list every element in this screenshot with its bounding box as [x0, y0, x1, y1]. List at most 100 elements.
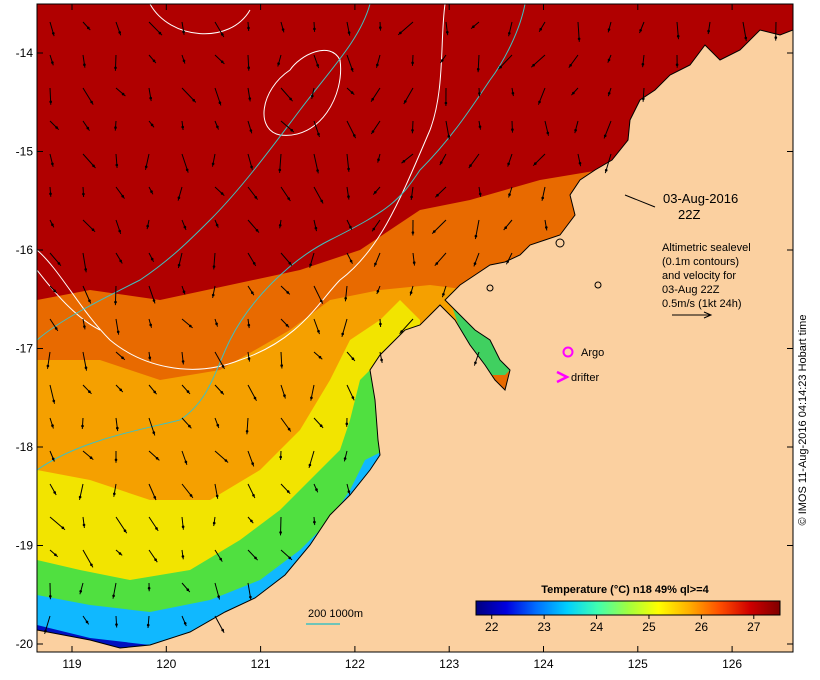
velocity-arrow-head [504, 226, 508, 229]
velocity-arrow-head [341, 332, 345, 336]
velocity-arrow-head [152, 59, 156, 63]
velocity-arrow-head [88, 299, 91, 303]
velocity-arrow-head [44, 629, 47, 633]
velocity-arrow [409, 285, 414, 296]
velocity-arrow [379, 21, 381, 31]
velocity-arrow-head [474, 361, 477, 365]
velocity-arrow-head [569, 64, 572, 67]
velocity-arrow-head [577, 37, 581, 41]
velocity-arrow-head [182, 30, 185, 34]
velocity-arrow-head [177, 196, 181, 199]
velocity-arrow-head [247, 323, 251, 327]
velocity-arrow-head [311, 94, 314, 98]
velocity-arrow-head [287, 197, 291, 200]
latitude-axis: -14 -15 -16 -17 -18 -19 -20 [16, 46, 793, 651]
velocity-arrow-head [313, 27, 316, 31]
velocity-arrow-head [286, 490, 290, 493]
velocity-arrow-head [84, 366, 88, 370]
velocity-arrow-head [499, 65, 502, 69]
velocity-arrow-head [248, 97, 252, 100]
velocity-arrow-head [212, 521, 216, 525]
velocity-arrow-head [250, 519, 253, 523]
velocity-arrow-head [376, 63, 379, 67]
velocity-arrow-head [215, 223, 219, 227]
velocity-arrow-head [247, 66, 250, 69]
velocity-arrow-head [182, 59, 186, 63]
argo-marker [562, 346, 574, 358]
velocity-arrow [82, 186, 85, 198]
velocity-arrow-head [218, 101, 222, 104]
velocity-arrow-head [153, 390, 156, 394]
velocity-arrow-head [90, 563, 93, 567]
lon-tick-label: 125 [628, 657, 648, 671]
velocity-arrow-head [221, 365, 225, 368]
velocity-arrow-head [121, 194, 124, 198]
velocity-arrow-head [254, 556, 257, 560]
velocity-arrow-head [541, 196, 544, 200]
velocity-arrow-head [538, 100, 541, 104]
velocity-arrow-head [147, 586, 151, 590]
velocity-arrow-head [289, 97, 292, 101]
velocity-arrow [82, 615, 90, 625]
velocity-arrow-head [247, 26, 250, 30]
velocity-arrow-head [177, 263, 181, 267]
velocity-arrow-head [278, 224, 282, 227]
velocity-arrow [146, 219, 150, 230]
velocity-arrow-head [310, 396, 313, 400]
velocity-arrow-head [400, 330, 403, 333]
velocity-arrow-head [146, 623, 150, 627]
velocity-arrow-head [399, 31, 402, 35]
velocity-arrow-head [61, 526, 65, 530]
velocity-arrow [412, 54, 414, 66]
credit-text: © IMOS 11-Aug-2016 04:14:23 Hobart time [797, 314, 809, 526]
altimetry-note-line: 03-Aug 22Z [662, 284, 720, 296]
velocity-arrow-head [707, 29, 710, 33]
island [486, 284, 494, 292]
velocity-arrow-head [604, 168, 608, 172]
land-mass [37, 4, 793, 652]
velocity-arrow-head [379, 322, 382, 326]
velocity-arrow-head [183, 225, 187, 229]
velocity-arrow-head [91, 228, 95, 231]
velocity-arrow-head [374, 191, 377, 194]
bathymetry-contour-200m [37, 4, 526, 471]
velocity-arrow-head [315, 488, 318, 491]
velocity-arrow-head [183, 622, 187, 625]
time-label: 22Z [678, 207, 700, 222]
velocity-arrow-head [279, 531, 282, 534]
argo-label: Argo [581, 347, 604, 359]
date-label: 03-Aug-2016 [663, 191, 738, 206]
lon-tick-label: 122 [345, 657, 365, 671]
velocity-arrow-head [412, 261, 416, 264]
velocity-arrow-head [472, 25, 475, 29]
velocity-arrow-head [478, 192, 482, 196]
velocity-arrow-head [121, 92, 125, 96]
velocity-arrow-head [371, 97, 375, 101]
sealevel-contour [37, 269, 101, 331]
colorbar: Temperature (°C) n18 49% ql>=4 22 23 24 25 2… [475, 584, 781, 634]
velocity-arrow-head [532, 63, 535, 67]
velocity-arrow-head [86, 126, 90, 130]
longitude-axis: 119 120 121 122 123 124 125 126 [62, 4, 742, 671]
velocity-arrow-head [404, 100, 407, 103]
velocity-arrow [49, 285, 58, 294]
velocity-arrow-head [251, 291, 254, 295]
sealevel-contour [37, 4, 446, 370]
velocity-arrow-head [115, 163, 119, 167]
velocity-arrow-head [675, 63, 679, 66]
velocity-arrow-head [51, 162, 54, 166]
velocity-arrow-head [81, 424, 84, 428]
velocity-arrow-head [320, 299, 323, 303]
velocity-arrow-head [411, 231, 415, 234]
velocity-arrow-head [220, 391, 224, 394]
velocity-arrow-head [79, 590, 82, 593]
velocity-arrow-head [288, 261, 292, 265]
velocity-arrow-head [508, 32, 511, 35]
velocity-arrow-head [442, 293, 445, 296]
velocity-arrow-head [539, 27, 542, 31]
velocity-arrow-head [344, 297, 348, 300]
colorbar-scale [475, 600, 781, 616]
velocity-arrow-head [288, 556, 292, 560]
lat-tick-label: -15 [16, 145, 34, 159]
